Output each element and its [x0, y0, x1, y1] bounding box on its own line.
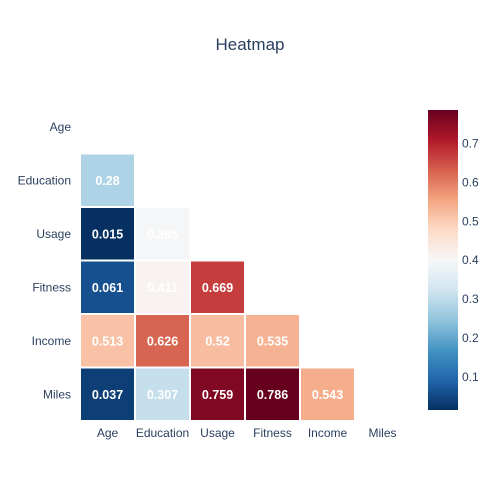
colorbar-tick-label: 0.3 — [462, 292, 479, 306]
colorbar-tick-label: 0.4 — [462, 253, 479, 267]
cell-value-label: 0.28 — [95, 174, 119, 188]
heatmap-cell-labels: 0.28 0.015 0.395 0.061 0.411 0.669 0.513 0.626 0… — [92, 174, 343, 402]
heatmap-cell — [246, 315, 299, 367]
x-tick-label: Income — [308, 426, 348, 440]
heatmap-cell — [136, 208, 189, 260]
cell-value-label: 0.543 — [312, 388, 343, 402]
y-tick-label: Education — [18, 173, 71, 187]
chart-title: Heatmap — [216, 35, 285, 54]
cell-value-label: 0.411 — [147, 281, 178, 295]
heatmap-cell — [81, 315, 134, 367]
heatmap-cell — [301, 368, 354, 420]
colorbar-tick-label: 0.1 — [462, 370, 479, 384]
heatmap-cell — [81, 208, 134, 260]
cell-value-label: 0.513 — [92, 334, 123, 348]
cell-value-label: 0.061 — [92, 281, 123, 295]
heatmap-cell — [81, 154, 134, 206]
colorbar: 0.1 0.2 0.3 0.4 0.5 0.6 0.7 — [428, 110, 479, 410]
y-axis-ticks: Age Education Usage Fitness Income Miles — [18, 120, 72, 402]
cell-value-label: 0.535 — [257, 334, 288, 348]
cell-value-label: 0.759 — [202, 388, 233, 402]
y-tick-label: Age — [50, 120, 72, 134]
y-tick-label: Miles — [43, 387, 71, 401]
cell-value-label: 0.395 — [147, 227, 178, 241]
colorbar-tick-label: 0.6 — [462, 175, 479, 189]
colorbar-tick-label: 0.7 — [462, 136, 479, 150]
x-tick-label: Education — [136, 426, 189, 440]
heatmap-cell — [136, 315, 189, 367]
y-tick-label: Fitness — [32, 280, 71, 294]
heatmap-cells — [81, 154, 354, 420]
y-tick-label: Usage — [36, 227, 71, 241]
x-axis-ticks: Age Education Usage Fitness Income Miles — [97, 426, 397, 440]
heatmap-cell — [81, 261, 134, 313]
heatmap-cell — [136, 261, 189, 313]
cell-value-label: 0.015 — [92, 227, 123, 241]
heatmap-cell — [191, 368, 244, 420]
cell-value-label: 0.037 — [92, 388, 123, 402]
colorbar-tick-label: 0.5 — [462, 214, 479, 228]
x-tick-label: Miles — [368, 426, 396, 440]
x-tick-label: Age — [97, 426, 119, 440]
cell-value-label: 0.786 — [257, 388, 288, 402]
cell-value-label: 0.52 — [205, 334, 229, 348]
cell-value-label: 0.307 — [147, 388, 178, 402]
heatmap-cell — [191, 261, 244, 313]
x-tick-label: Usage — [200, 426, 235, 440]
cell-value-label: 0.669 — [202, 281, 233, 295]
heatmap-cell — [136, 368, 189, 420]
cell-value-label: 0.626 — [147, 334, 178, 348]
heatmap-cell — [191, 315, 244, 367]
heatmap-cell — [246, 368, 299, 420]
y-tick-label: Income — [32, 334, 72, 348]
colorbar-gradient — [428, 110, 458, 410]
x-tick-label: Fitness — [253, 426, 292, 440]
colorbar-tick-label: 0.2 — [462, 331, 479, 345]
heatmap-cell — [81, 368, 134, 420]
